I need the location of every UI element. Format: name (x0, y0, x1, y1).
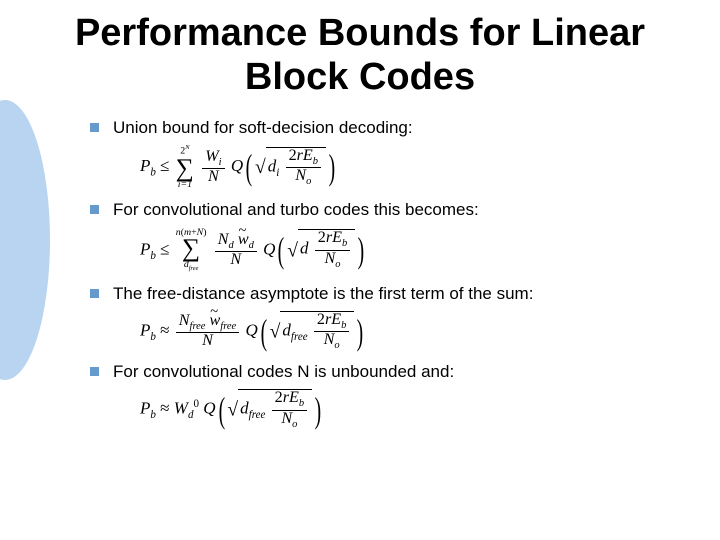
formula-union-bound: Pb ≤ 2N∑i=1 WiN Q(√di 2rEbNo) (140, 145, 680, 189)
square-bullet-icon (90, 367, 99, 376)
list-item: Union bound for soft-decision decoding: … (90, 117, 680, 189)
bullet-text: For convolutional codes N is unbounded a… (113, 361, 454, 383)
formula-convolutional-turbo: Pb ≤ n(m+N)∑dfree Nd wdN Q(√d 2rEbNo) (140, 228, 680, 273)
list-item: For convolutional codes N is unbounded a… (90, 361, 680, 430)
formula-convolutional-unbounded: Pb ≈ Wd0 Q(√dfree 2rEbNo) (140, 389, 680, 429)
slide-content: Performance Bounds for Linear Block Code… (0, 0, 720, 460)
slide-title: Performance Bounds for Linear Block Code… (40, 12, 680, 99)
bullet-list: Union bound for soft-decision decoding: … (90, 117, 680, 429)
list-item: For convolutional and turbo codes this b… (90, 199, 680, 272)
bullet-text: For convolutional and turbo codes this b… (113, 199, 479, 221)
square-bullet-icon (90, 123, 99, 132)
list-item: The free-distance asymptote is the first… (90, 283, 680, 352)
bullet-text: Union bound for soft-decision decoding: (113, 117, 413, 139)
bullet-text: The free-distance asymptote is the first… (113, 283, 533, 305)
square-bullet-icon (90, 289, 99, 298)
formula-free-distance-asymptote: Pb ≈ Nfree wfreeN Q(√dfree 2rEbNo) (140, 311, 680, 351)
square-bullet-icon (90, 205, 99, 214)
